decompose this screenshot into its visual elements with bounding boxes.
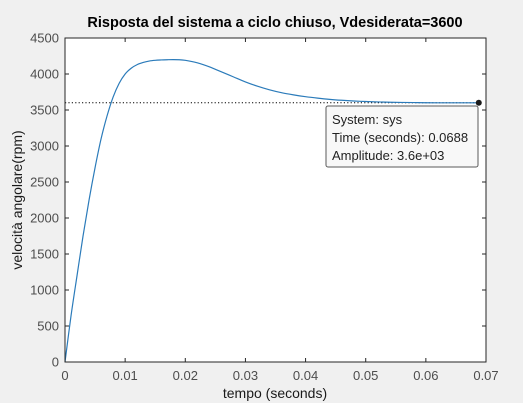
series-line (64, 58, 479, 363)
y-axis-label: velocità angolare(rpm) (9, 130, 25, 269)
datatip-box[interactable] (325, 105, 479, 168)
datatip-system: System: sys (332, 112, 403, 127)
y-tick-label: 0 (52, 355, 59, 370)
chart-title: Risposta del sistema a ciclo chiuso, Vde… (87, 15, 462, 31)
y-tick-label: 2000 (30, 211, 59, 226)
y-ticks: 0 500 1000 1500 2000 2500 3000 3500 4000 4500 (30, 31, 486, 370)
y-tick-label: 4000 (30, 67, 59, 82)
y-tick-label: 3000 (30, 139, 59, 154)
series-layer (64, 58, 482, 363)
x-ticks: 0 0.01 0.02 0.03 0.04 0.05 0.06 0.07 (61, 38, 499, 383)
y-tick-label: 4500 (30, 31, 59, 46)
x-axis-label: tempo (seconds) (223, 385, 327, 401)
x-tick-label: 0.07 (473, 368, 498, 383)
x-tick-label: 0.03 (233, 368, 258, 383)
x-tick-label: 0.04 (293, 368, 318, 383)
axes-box (64, 37, 487, 363)
y-tick-label: 1500 (30, 247, 59, 262)
datatip[interactable]: System: sys Time (seconds): 0.0688 Ampli… (325, 105, 479, 168)
plot-area[interactable]: 0 0.01 0.02 0.03 0.04 0.05 0.06 0.07 0 500 1000 15… (30, 31, 499, 384)
y-tick-label: 2500 (30, 175, 59, 190)
y-tick-label: 1000 (30, 283, 59, 298)
y-tick-label: 3500 (30, 103, 59, 118)
x-tick-label: 0.01 (112, 368, 137, 383)
x-tick-label: 0 (61, 368, 68, 383)
datatip-marker[interactable] (475, 99, 482, 106)
y-tick-label: 500 (37, 319, 59, 334)
datatip-amplitude: Amplitude: 3.6e+03 (332, 148, 444, 163)
datatip-time: Time (seconds): 0.0688 (332, 130, 468, 145)
x-tick-label: 0.06 (413, 368, 438, 383)
axes-background[interactable] (65, 38, 486, 362)
x-tick-label: 0.05 (353, 368, 378, 383)
x-tick-label: 0.02 (173, 368, 198, 383)
